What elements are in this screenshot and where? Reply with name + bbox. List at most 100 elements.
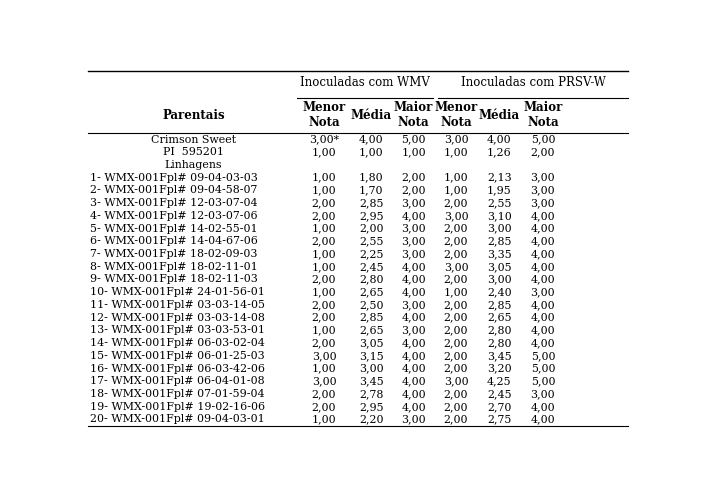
Text: 1,00: 1,00 [312, 173, 336, 183]
Text: 3,00: 3,00 [444, 262, 468, 272]
Text: 2,00: 2,00 [402, 173, 426, 183]
Text: 3,00: 3,00 [444, 211, 468, 221]
Text: 3,00: 3,00 [312, 376, 336, 386]
Text: 2,00: 2,00 [444, 415, 468, 424]
Text: 3,00: 3,00 [531, 173, 555, 183]
Text: 2,45: 2,45 [359, 262, 383, 272]
Text: 3,20: 3,20 [487, 364, 512, 374]
Text: 2,95: 2,95 [359, 402, 383, 412]
Text: Maior
Nota: Maior Nota [394, 102, 433, 129]
Text: 4,00: 4,00 [531, 249, 555, 259]
Text: 7- WMX-001Fpl# 18-02-09-03: 7- WMX-001Fpl# 18-02-09-03 [90, 249, 258, 259]
Text: 4,00: 4,00 [531, 224, 555, 234]
Text: 2,55: 2,55 [359, 236, 383, 246]
Text: 10- WMX-001Fpl# 24-01-56-01: 10- WMX-001Fpl# 24-01-56-01 [90, 287, 265, 297]
Text: 2,85: 2,85 [487, 300, 512, 310]
Text: 1,00: 1,00 [312, 326, 336, 335]
Text: 3,00: 3,00 [401, 300, 426, 310]
Text: 5,00: 5,00 [531, 376, 555, 386]
Text: 4,00: 4,00 [401, 351, 426, 361]
Text: 2,00: 2,00 [444, 338, 468, 348]
Text: 4,00: 4,00 [401, 338, 426, 348]
Text: 2,65: 2,65 [359, 326, 383, 335]
Text: 1,00: 1,00 [312, 262, 336, 272]
Text: 5,00: 5,00 [402, 135, 426, 144]
Text: 1,00: 1,00 [312, 287, 336, 297]
Text: Inoculadas com PRSV-W: Inoculadas com PRSV-W [461, 76, 606, 89]
Text: 2,00: 2,00 [444, 275, 468, 284]
Text: 4,00: 4,00 [531, 326, 555, 335]
Text: 1,00: 1,00 [312, 249, 336, 259]
Text: 2,13: 2,13 [487, 173, 512, 183]
Text: 14- WMX-001Fpl# 06-03-02-04: 14- WMX-001Fpl# 06-03-02-04 [90, 338, 265, 348]
Text: 2,00: 2,00 [444, 389, 468, 399]
Text: 6- WMX-001Fpl# 14-04-67-06: 6- WMX-001Fpl# 14-04-67-06 [90, 236, 258, 246]
Text: 3,00: 3,00 [401, 326, 426, 335]
Text: 2,85: 2,85 [359, 312, 383, 323]
Text: 2,00: 2,00 [444, 236, 468, 246]
Text: 1,00: 1,00 [401, 147, 426, 157]
Text: 2,00: 2,00 [444, 312, 468, 323]
Text: 2,00: 2,00 [312, 300, 336, 310]
Text: 4,00: 4,00 [531, 211, 555, 221]
Text: 4,00: 4,00 [531, 312, 555, 323]
Text: 3,00: 3,00 [359, 364, 383, 374]
Text: 2,20: 2,20 [359, 415, 383, 424]
Text: Inoculadas com WMV: Inoculadas com WMV [300, 76, 430, 89]
Text: 1- WMX-001Fpl# 09-04-03-03: 1- WMX-001Fpl# 09-04-03-03 [90, 173, 258, 183]
Text: 3,00: 3,00 [531, 198, 555, 208]
Text: 2,00: 2,00 [444, 326, 468, 335]
Text: 2,00: 2,00 [312, 236, 336, 246]
Text: 15- WMX-001Fpl# 06-01-25-03: 15- WMX-001Fpl# 06-01-25-03 [90, 351, 265, 361]
Text: 3,45: 3,45 [359, 376, 383, 386]
Text: 2,00: 2,00 [444, 198, 468, 208]
Text: 3- WMX-001Fpl# 12-03-07-04: 3- WMX-001Fpl# 12-03-07-04 [90, 198, 258, 208]
Text: 3,00: 3,00 [401, 236, 426, 246]
Text: 2,00: 2,00 [312, 402, 336, 412]
Text: 4,25: 4,25 [487, 376, 512, 386]
Text: 4,00: 4,00 [531, 262, 555, 272]
Text: 2,65: 2,65 [359, 287, 383, 297]
Text: 4,00: 4,00 [531, 415, 555, 424]
Text: 2,40: 2,40 [487, 287, 512, 297]
Text: Parentais: Parentais [162, 109, 225, 122]
Text: 4,00: 4,00 [401, 364, 426, 374]
Text: 2- WMX-001Fpl# 09-04-58-07: 2- WMX-001Fpl# 09-04-58-07 [90, 186, 258, 195]
Text: 2,00: 2,00 [312, 211, 336, 221]
Text: 1,00: 1,00 [359, 147, 383, 157]
Text: 3,00: 3,00 [531, 186, 555, 195]
Text: 4,00: 4,00 [401, 275, 426, 284]
Text: 2,00: 2,00 [312, 338, 336, 348]
Text: 2,00: 2,00 [444, 300, 468, 310]
Text: 3,00: 3,00 [401, 415, 426, 424]
Text: 2,85: 2,85 [359, 198, 383, 208]
Text: 2,00: 2,00 [444, 351, 468, 361]
Text: 1,00: 1,00 [444, 173, 468, 183]
Text: 4,00: 4,00 [531, 275, 555, 284]
Text: 3,00*: 3,00* [309, 135, 339, 144]
Text: 2,00: 2,00 [312, 198, 336, 208]
Text: 8- WMX-001Fpl# 18-02-11-01: 8- WMX-001Fpl# 18-02-11-01 [90, 262, 258, 272]
Text: 13- WMX-001Fpl# 03-03-53-01: 13- WMX-001Fpl# 03-03-53-01 [90, 326, 266, 335]
Text: 1,00: 1,00 [444, 147, 468, 157]
Text: 3,05: 3,05 [487, 262, 512, 272]
Text: 5,00: 5,00 [531, 351, 555, 361]
Text: 4,00: 4,00 [531, 236, 555, 246]
Text: 3,00: 3,00 [487, 224, 512, 234]
Text: 3,45: 3,45 [487, 351, 512, 361]
Text: 2,95: 2,95 [359, 211, 383, 221]
Text: 3,10: 3,10 [487, 211, 512, 221]
Text: 1,95: 1,95 [487, 186, 512, 195]
Text: 4,00: 4,00 [401, 262, 426, 272]
Text: 2,78: 2,78 [359, 389, 383, 399]
Text: Menor
Nota: Menor Nota [302, 102, 346, 129]
Text: 4- WMX-001Fpl# 12-03-07-06: 4- WMX-001Fpl# 12-03-07-06 [90, 211, 258, 221]
Text: Linhagens: Linhagens [165, 160, 222, 170]
Text: 4,00: 4,00 [487, 135, 512, 144]
Text: 19- WMX-001Fpl# 19-02-16-06: 19- WMX-001Fpl# 19-02-16-06 [90, 402, 266, 412]
Text: Média: Média [350, 109, 392, 122]
Text: 18- WMX-001Fpl# 07-01-59-04: 18- WMX-001Fpl# 07-01-59-04 [90, 389, 265, 399]
Text: 4,00: 4,00 [531, 402, 555, 412]
Text: 5,00: 5,00 [531, 135, 555, 144]
Text: 3,00: 3,00 [401, 224, 426, 234]
